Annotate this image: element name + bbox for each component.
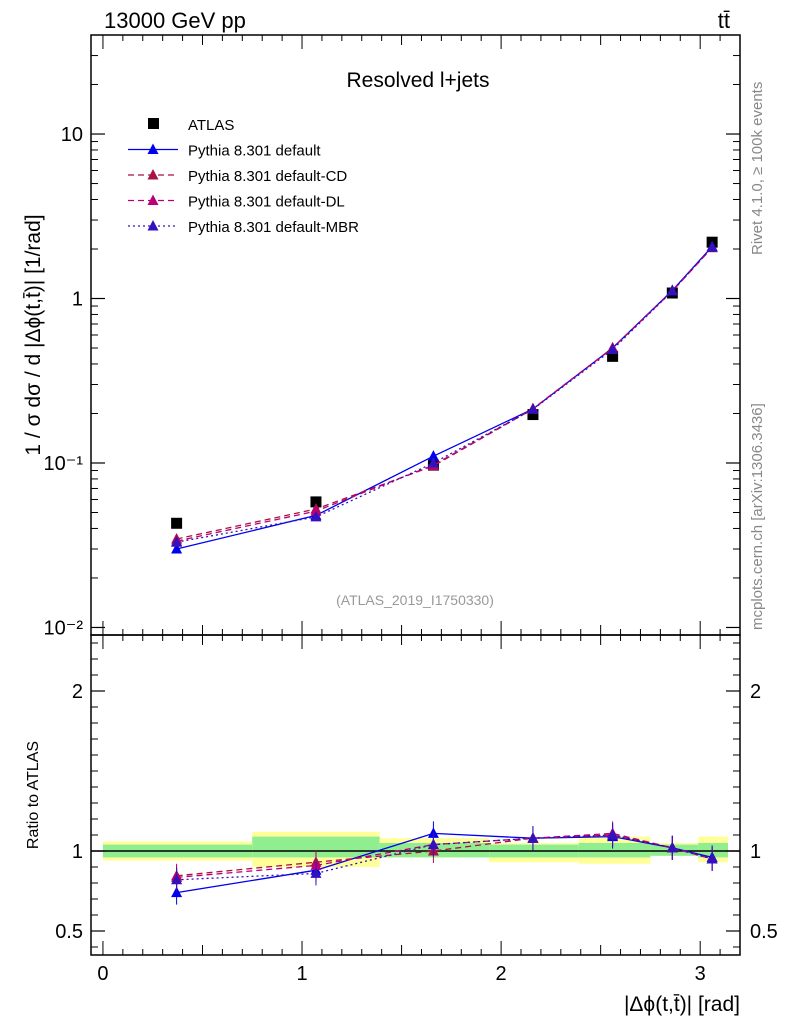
atlas-data-point: [171, 517, 183, 529]
legend-entry-label: Pythia 8.301 default: [188, 143, 321, 160]
mc-data-point-4: [427, 456, 439, 468]
mc-data-point-3: [310, 505, 322, 516]
legend-marker: [147, 220, 159, 231]
ratio-data-point-3: [427, 838, 439, 850]
mc-series-line-2: [176, 247, 713, 540]
ratio-y-tick-label-left: 0.5: [55, 921, 83, 943]
mc-data-point-4: [706, 241, 718, 252]
mc-data-point-4: [310, 510, 322, 522]
main-y-tick-label: 1: [72, 289, 83, 311]
legend-entry-label: Pythia 8.301 default-MBR: [188, 219, 359, 236]
mc-data-point-4: [607, 343, 619, 354]
mc-series-line-4: [176, 246, 713, 543]
ratio-data-point-3: [706, 853, 718, 864]
main-plot-panel: 10⁻² 10⁻¹ 1 10 Resolved l+jets (ATLAS_2019_…: [22, 34, 741, 639]
main-y-tick-label: 10: [61, 124, 83, 146]
ratio-data-point-3: [666, 841, 678, 853]
energy-label: 13000 GeV pp: [104, 8, 246, 33]
ratio-y-tick-label-left: 2: [72, 681, 83, 703]
ratio-y-axis-title: Ratio to ATLAS: [25, 741, 42, 849]
x-tick-label: 0: [97, 963, 108, 985]
legend-marker: [147, 169, 159, 180]
ratio-green-band: [578, 843, 651, 858]
legend-marker: [147, 143, 159, 154]
x-tick-label: 2: [496, 963, 507, 985]
atlas-data-point: [607, 350, 619, 362]
legend-entry-label: ATLAS: [188, 117, 234, 134]
legend-marker-atlas: [148, 118, 159, 129]
ratio-data-point-3: [527, 832, 539, 843]
ratio-data-point-3: [171, 873, 183, 885]
legend-entry-label: Pythia 8.301 default-DL: [188, 194, 345, 211]
rivet-label: Rivet 4.1.0, ≥ 100k events: [749, 82, 766, 255]
ratio-green-band: [698, 843, 729, 858]
legend-marker: [147, 194, 159, 205]
mcplots-label: mcplots.cern.ch [arXiv:1306.3436]: [749, 403, 766, 630]
legend: ATLAS Pythia 8.301 default Pythia 8.301 de…: [128, 117, 359, 236]
ratio-y-tick-label-left: 1: [72, 841, 83, 863]
mc-data-point-1: [171, 542, 183, 554]
ratio-green-band: [252, 836, 380, 858]
ratio-plot-panel: 0.5 0.5 1 1 2 2 0 1 2 3 Ratio to ATLAS |Δϕ(t,t̄)|…: [25, 634, 778, 1016]
mc-data-point-4: [666, 285, 678, 296]
ratio-data-point-3: [310, 867, 322, 878]
ratio-y-tick-label-right: 1: [750, 841, 761, 863]
ratio-plot-frame: [90, 634, 741, 956]
ratio-data-point-3: [607, 829, 619, 840]
x-axis-title: |Δϕ(t,t̄)| [rad]: [624, 993, 740, 1016]
main-y-tick-label: 10⁻²: [44, 617, 84, 639]
mc-data-point-4: [527, 403, 539, 414]
mc-data-point-1: [427, 450, 439, 461]
main-plot-title: Resolved l+jets: [347, 69, 490, 92]
ratio-y-tick-label-right: 0.5: [750, 921, 778, 943]
atlas-data-point: [310, 496, 322, 508]
ratio-data-point-0: [171, 886, 183, 898]
atlas-data-point: [527, 409, 539, 421]
x-tick-label: 1: [296, 963, 307, 985]
analysis-label: (ATLAS_2019_I1750330): [336, 592, 494, 608]
mc-series-line-1: [176, 246, 713, 550]
mc-series-line-3: [176, 247, 713, 542]
mc-data-point-4: [171, 536, 183, 547]
process-label: tt̄: [718, 8, 730, 33]
legend-entry-label: Pythia 8.301 default-CD: [188, 168, 347, 185]
main-y-tick-label: 10⁻¹: [44, 453, 84, 475]
main-y-axis-title: 1 / σ dσ / d |Δϕ(t,t̄)| [1/rad]: [22, 214, 45, 455]
x-tick-label: 3: [695, 963, 706, 985]
ratio-y-tick-label-right: 2: [750, 681, 761, 703]
